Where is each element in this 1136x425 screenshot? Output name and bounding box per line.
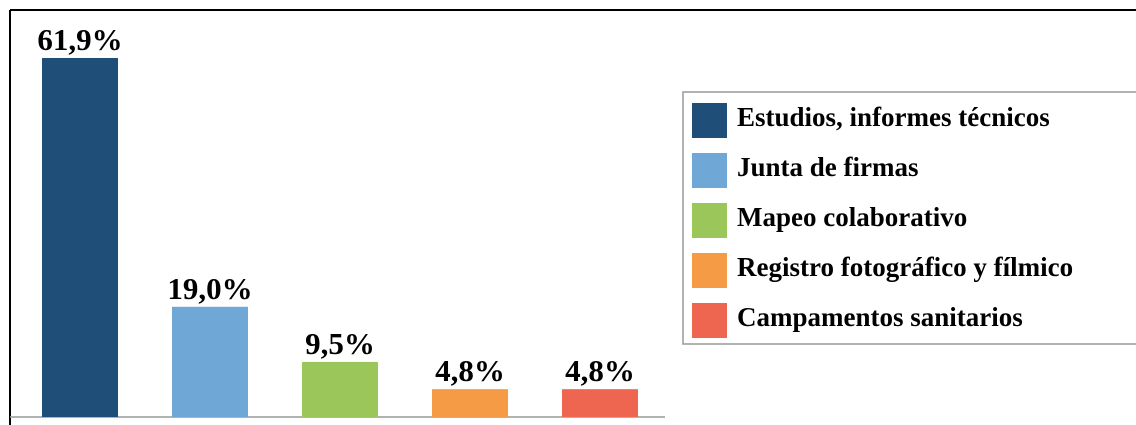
legend-swatch: [692, 203, 727, 238]
legend-label: Estudios, informes técnicos: [737, 102, 1050, 132]
legend-label: Mapeo colaborativo: [737, 202, 967, 232]
legend-swatch: [692, 103, 727, 138]
data-label: 19,0%: [167, 271, 252, 306]
data-label: 9,5%: [305, 326, 375, 361]
legend-label: Campamentos sanitarios: [737, 302, 1023, 332]
legend-swatch: [692, 303, 727, 338]
legend-label: Registro fotográfico y fílmico: [737, 252, 1073, 282]
data-label: 61,9%: [37, 22, 122, 57]
legend-box: [682, 91, 1136, 345]
legend-label: Junta de firmas: [737, 152, 919, 182]
bar: [302, 361, 378, 417]
bar: [432, 389, 508, 417]
data-label: 4,8%: [435, 353, 505, 388]
legend-swatch: [692, 153, 727, 188]
legend-swatch: [692, 253, 727, 288]
bar: [172, 306, 248, 417]
bar: [562, 389, 638, 417]
data-label: 4,8%: [565, 353, 635, 388]
bar: [42, 57, 118, 417]
